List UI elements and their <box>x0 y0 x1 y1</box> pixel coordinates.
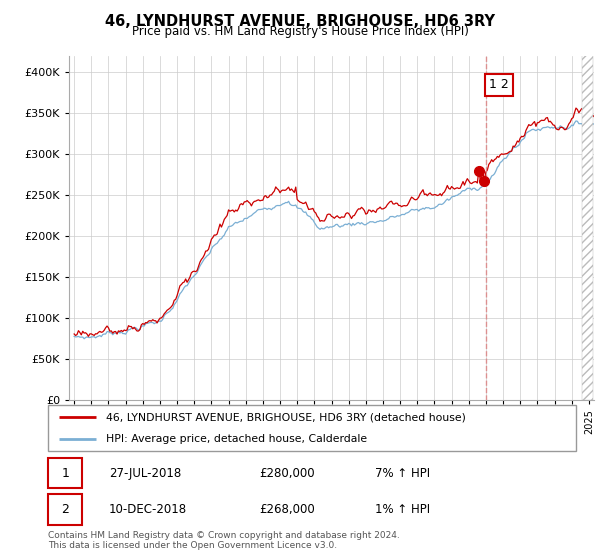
Text: 27-JUL-2018: 27-JUL-2018 <box>109 466 181 480</box>
Text: 1% ↑ HPI: 1% ↑ HPI <box>376 503 430 516</box>
Text: £280,000: £280,000 <box>259 466 315 480</box>
Text: 7% ↑ HPI: 7% ↑ HPI <box>376 466 430 480</box>
Text: 46, LYNDHURST AVENUE, BRIGHOUSE, HD6 3RY (detached house): 46, LYNDHURST AVENUE, BRIGHOUSE, HD6 3RY… <box>106 412 466 422</box>
Text: 46, LYNDHURST AVENUE, BRIGHOUSE, HD6 3RY: 46, LYNDHURST AVENUE, BRIGHOUSE, HD6 3RY <box>105 14 495 29</box>
Text: £268,000: £268,000 <box>259 503 315 516</box>
Text: 10-DEC-2018: 10-DEC-2018 <box>109 503 187 516</box>
FancyBboxPatch shape <box>48 458 82 488</box>
Text: 2: 2 <box>61 503 70 516</box>
Text: HPI: Average price, detached house, Calderdale: HPI: Average price, detached house, Cald… <box>106 434 367 444</box>
Text: Price paid vs. HM Land Registry's House Price Index (HPI): Price paid vs. HM Land Registry's House … <box>131 25 469 38</box>
Text: Contains HM Land Registry data © Crown copyright and database right 2024.
This d: Contains HM Land Registry data © Crown c… <box>48 531 400 550</box>
FancyBboxPatch shape <box>48 494 82 525</box>
FancyBboxPatch shape <box>48 405 576 451</box>
Text: 1 2: 1 2 <box>490 78 509 91</box>
Text: 1: 1 <box>61 466 70 480</box>
